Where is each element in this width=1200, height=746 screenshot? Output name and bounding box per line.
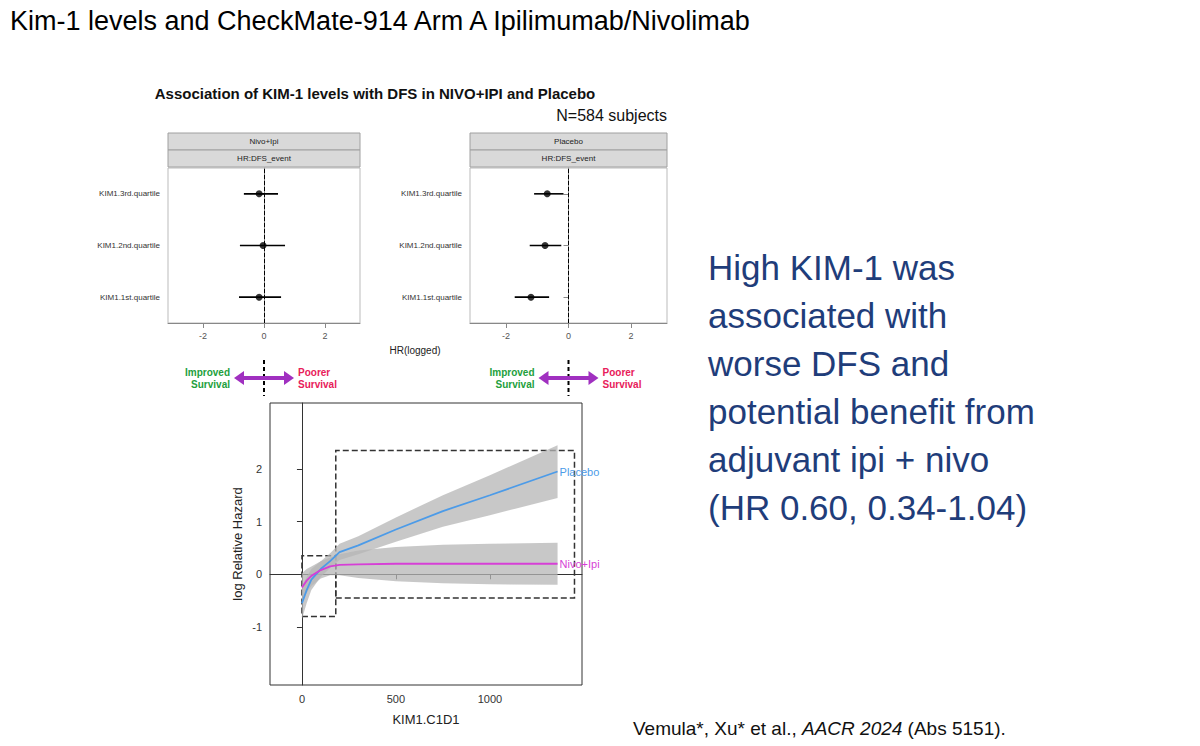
svg-text:Placebo: Placebo	[554, 137, 583, 146]
svg-text:2: 2	[322, 331, 327, 341]
html-text:potential benefit from: potential benefit from	[708, 392, 1035, 431]
svg-text:1000: 1000	[478, 693, 502, 705]
svg-text:HR:DFS_event: HR:DFS_event	[542, 154, 597, 163]
html-text:associated with: associated with	[708, 296, 948, 335]
html-text:(HR 0.60, 0.34-1.04): (HR 0.60, 0.34-1.04)	[708, 488, 1028, 527]
svg-text:2: 2	[256, 463, 262, 475]
svg-text:0: 0	[566, 331, 571, 341]
svg-text:Poorer: Poorer	[298, 367, 330, 378]
svg-text:log Relative Hazard: log Relative Hazard	[230, 487, 245, 600]
svg-text:KIM1.2nd.quartile: KIM1.2nd.quartile	[97, 241, 160, 250]
svg-text:0: 0	[261, 331, 266, 341]
svg-text:KIM1.1st.quartile: KIM1.1st.quartile	[402, 293, 463, 302]
svg-text:Survival: Survival	[191, 379, 230, 390]
svg-text:500: 500	[387, 693, 405, 705]
svg-text:Poorer: Poorer	[603, 367, 635, 378]
svg-text:-2: -2	[502, 331, 510, 341]
svg-text:Nivo+Ipi: Nivo+Ipi	[560, 558, 600, 570]
svg-text:Improved: Improved	[489, 367, 534, 378]
svg-text:Nivo+Ipi: Nivo+Ipi	[249, 137, 278, 146]
svg-text:KIM1.3rd.quartile: KIM1.3rd.quartile	[99, 189, 160, 198]
svg-text:0: 0	[299, 693, 305, 705]
svg-text:HR:DFS_event: HR:DFS_event	[237, 154, 292, 163]
svg-text:0: 0	[256, 568, 262, 580]
html-text:High KIM-1 was: High KIM-1 was	[708, 248, 955, 287]
svg-text:KIM1.1st.quartile: KIM1.1st.quartile	[100, 293, 161, 302]
svg-text:Improved: Improved	[185, 367, 230, 378]
html-text:Kim-1 levels and CheckMate-914: Kim-1 levels and CheckMate-914 Arm A Ipi…	[10, 6, 750, 36]
svg-text:KIM1.C1D1: KIM1.C1D1	[392, 712, 459, 727]
html-text:worse DFS and: worse DFS and	[708, 344, 950, 383]
svg-text:-2: -2	[199, 331, 207, 341]
svg-text:Association of KIM-1 levels wi: Association of KIM-1 levels with DFS in …	[155, 85, 596, 102]
svg-text:Survival: Survival	[298, 379, 337, 390]
svg-text:Survival: Survival	[496, 379, 535, 390]
svg-text:KIM1.3rd.quartile: KIM1.3rd.quartile	[401, 189, 462, 198]
svg-text:N=584 subjects: N=584 subjects	[556, 107, 667, 124]
svg-text:2: 2	[629, 331, 634, 341]
svg-text:1: 1	[256, 516, 262, 528]
html-text:adjuvant ipi + nivo: adjuvant ipi + nivo	[708, 440, 990, 479]
svg-text:HR(logged): HR(logged)	[389, 345, 440, 356]
svg-text:KIM1.2nd.quartile: KIM1.2nd.quartile	[399, 241, 462, 250]
html-text:Vemula*, Xu* et al., AACR 2024: Vemula*, Xu* et al., AACR 2024 (Abs 5151…	[633, 718, 1006, 739]
svg-text:Placebo: Placebo	[560, 466, 600, 478]
svg-text:-1: -1	[252, 621, 262, 633]
svg-text:Survival: Survival	[603, 379, 642, 390]
